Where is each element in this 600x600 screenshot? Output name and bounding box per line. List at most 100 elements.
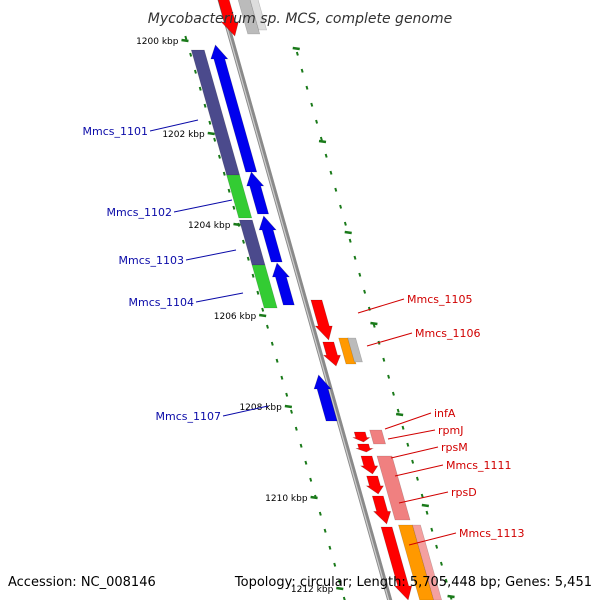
- tick-dot-left: [285, 392, 289, 397]
- gene-feature-gray[interactable]: [237, 0, 261, 35]
- cog-block-orange[interactable]: [398, 524, 434, 600]
- gene-feature-forward[interactable]: [258, 215, 283, 263]
- cog-block-gray[interactable]: [347, 337, 363, 363]
- backbone-line: [217, 0, 393, 600]
- tick-dot-right: [391, 391, 395, 396]
- tick-dot-left: [323, 528, 327, 533]
- gene-feature-reverse[interactable]: [359, 455, 379, 475]
- gene-feature-red[interactable]: [217, 0, 239, 37]
- label-leader: [390, 446, 439, 459]
- gene-feature-forward[interactable]: [246, 171, 270, 215]
- tick-dot-left: [328, 545, 332, 550]
- cog-block-green[interactable]: [251, 264, 278, 309]
- tick-dot-left: [242, 239, 245, 244]
- tick-dot-left: [294, 426, 298, 431]
- major-tick: [181, 38, 189, 43]
- gene-feature-reverse[interactable]: [380, 526, 413, 600]
- tick-dot-left: [266, 324, 269, 329]
- label-leader: [195, 292, 244, 303]
- tick-dot-left: [198, 86, 202, 91]
- tick-dot-left: [246, 256, 250, 261]
- map-title: Mycobacterium sp. MCS, complete genome: [148, 11, 453, 27]
- cog-block-orange[interactable]: [338, 337, 357, 365]
- gene-feature-reverse[interactable]: [365, 475, 384, 495]
- gene-label-forward[interactable]: Mmcs_1101: [83, 125, 148, 138]
- tick-dot-left: [256, 290, 260, 295]
- tick-dot-right: [439, 561, 443, 566]
- major-tick: [258, 313, 267, 318]
- gene-labels: Mmcs_1101 Mmcs_1102 Mmcs_1103 Mmcs_1104 Mmcs…: [83, 119, 524, 546]
- cog-block-pink[interactable]: [376, 455, 411, 521]
- gene-label-reverse[interactable]: infA: [434, 407, 456, 420]
- tick-label: 1202 kbp: [162, 130, 205, 140]
- gene-label-reverse[interactable]: rpsD: [451, 486, 477, 499]
- accession-text: Accession: NC_008146: [8, 575, 156, 590]
- gene-label-reverse[interactable]: Mmcs_1106: [415, 327, 480, 340]
- label-leader: [185, 249, 237, 261]
- major-tick-right: [344, 230, 352, 235]
- label-leader: [408, 532, 457, 546]
- tick-dot-right: [339, 204, 343, 209]
- tick-dot-left: [275, 358, 279, 363]
- gene-feature-gray[interactable]: [249, 0, 268, 31]
- label-leader: [394, 464, 444, 477]
- tick-dot-right: [415, 476, 419, 481]
- tick-label: 1206 kbp: [214, 312, 257, 322]
- tick-dot-right: [324, 153, 328, 158]
- gene-label-reverse[interactable]: rpsM: [441, 441, 468, 454]
- gene-label-forward[interactable]: Mmcs_1102: [107, 206, 172, 219]
- label-leader: [222, 405, 269, 417]
- cog-block-pink[interactable]: [412, 524, 442, 600]
- major-tick-right: [421, 503, 430, 508]
- tick-label: 1212 kbp: [291, 585, 334, 595]
- gene-feature-reverse[interactable]: [371, 495, 392, 525]
- tick-dot-left: [261, 307, 265, 312]
- label-leader: [384, 412, 432, 430]
- gene-label-reverse[interactable]: Mmcs_1111: [446, 459, 511, 472]
- gene-label-reverse[interactable]: Mmcs_1113: [459, 527, 524, 540]
- tick-dot-left: [184, 35, 188, 40]
- gene-label-reverse[interactable]: rpmJ: [438, 424, 463, 437]
- tick-dot-right: [358, 272, 362, 277]
- gene-feature-reverse[interactable]: [352, 431, 371, 443]
- tick-dot-right: [334, 187, 338, 192]
- gene-label-forward[interactable]: Mmcs_1103: [119, 254, 184, 267]
- major-tick-right: [395, 412, 404, 417]
- gene-feature-forward[interactable]: [272, 262, 295, 306]
- gene-features: [190, 0, 442, 600]
- tick-dot-left: [338, 579, 341, 584]
- tick-dot-right: [295, 51, 299, 56]
- gene-label-reverse[interactable]: Mmcs_1105: [407, 293, 472, 306]
- label-leader: [149, 119, 199, 132]
- tick-dot-right: [353, 255, 357, 260]
- tick-label: 1200 kbp: [136, 37, 179, 47]
- tick-dot-left: [218, 154, 221, 159]
- tick-dot-right: [430, 527, 434, 532]
- cog-block-pink[interactable]: [369, 429, 387, 445]
- tick-dot-left: [193, 69, 197, 74]
- tick-label: 1204 kbp: [188, 221, 231, 231]
- gene-feature-forward[interactable]: [313, 374, 338, 422]
- major-tick-right: [447, 594, 455, 599]
- gene-label-forward[interactable]: Mmcs_1104: [129, 296, 194, 309]
- tick-dot-right: [444, 578, 448, 583]
- cog-block-green[interactable]: [226, 174, 253, 219]
- label-leader: [366, 332, 413, 347]
- tick-dot-right: [343, 221, 347, 226]
- tick-dot-left: [333, 562, 337, 567]
- tick-dot-left: [213, 137, 217, 142]
- gene-feature-reverse[interactable]: [355, 443, 375, 453]
- tick-dot-left: [232, 205, 236, 210]
- tick-dot-right: [382, 357, 386, 362]
- tick-dot-right: [329, 170, 333, 175]
- gene-feature-reverse[interactable]: [322, 341, 341, 367]
- tick-dot-left: [304, 460, 308, 465]
- backbone-highlight: [218, 0, 390, 600]
- gene-label-forward[interactable]: Mmcs_1107: [156, 410, 221, 423]
- gene-feature-forward[interactable]: [210, 44, 258, 173]
- major-tick: [207, 131, 215, 136]
- gene-feature-reverse[interactable]: [310, 299, 333, 341]
- topology-text: Topology: circular; Length: 5,705,448 bp…: [234, 575, 592, 590]
- label-leader: [173, 199, 233, 213]
